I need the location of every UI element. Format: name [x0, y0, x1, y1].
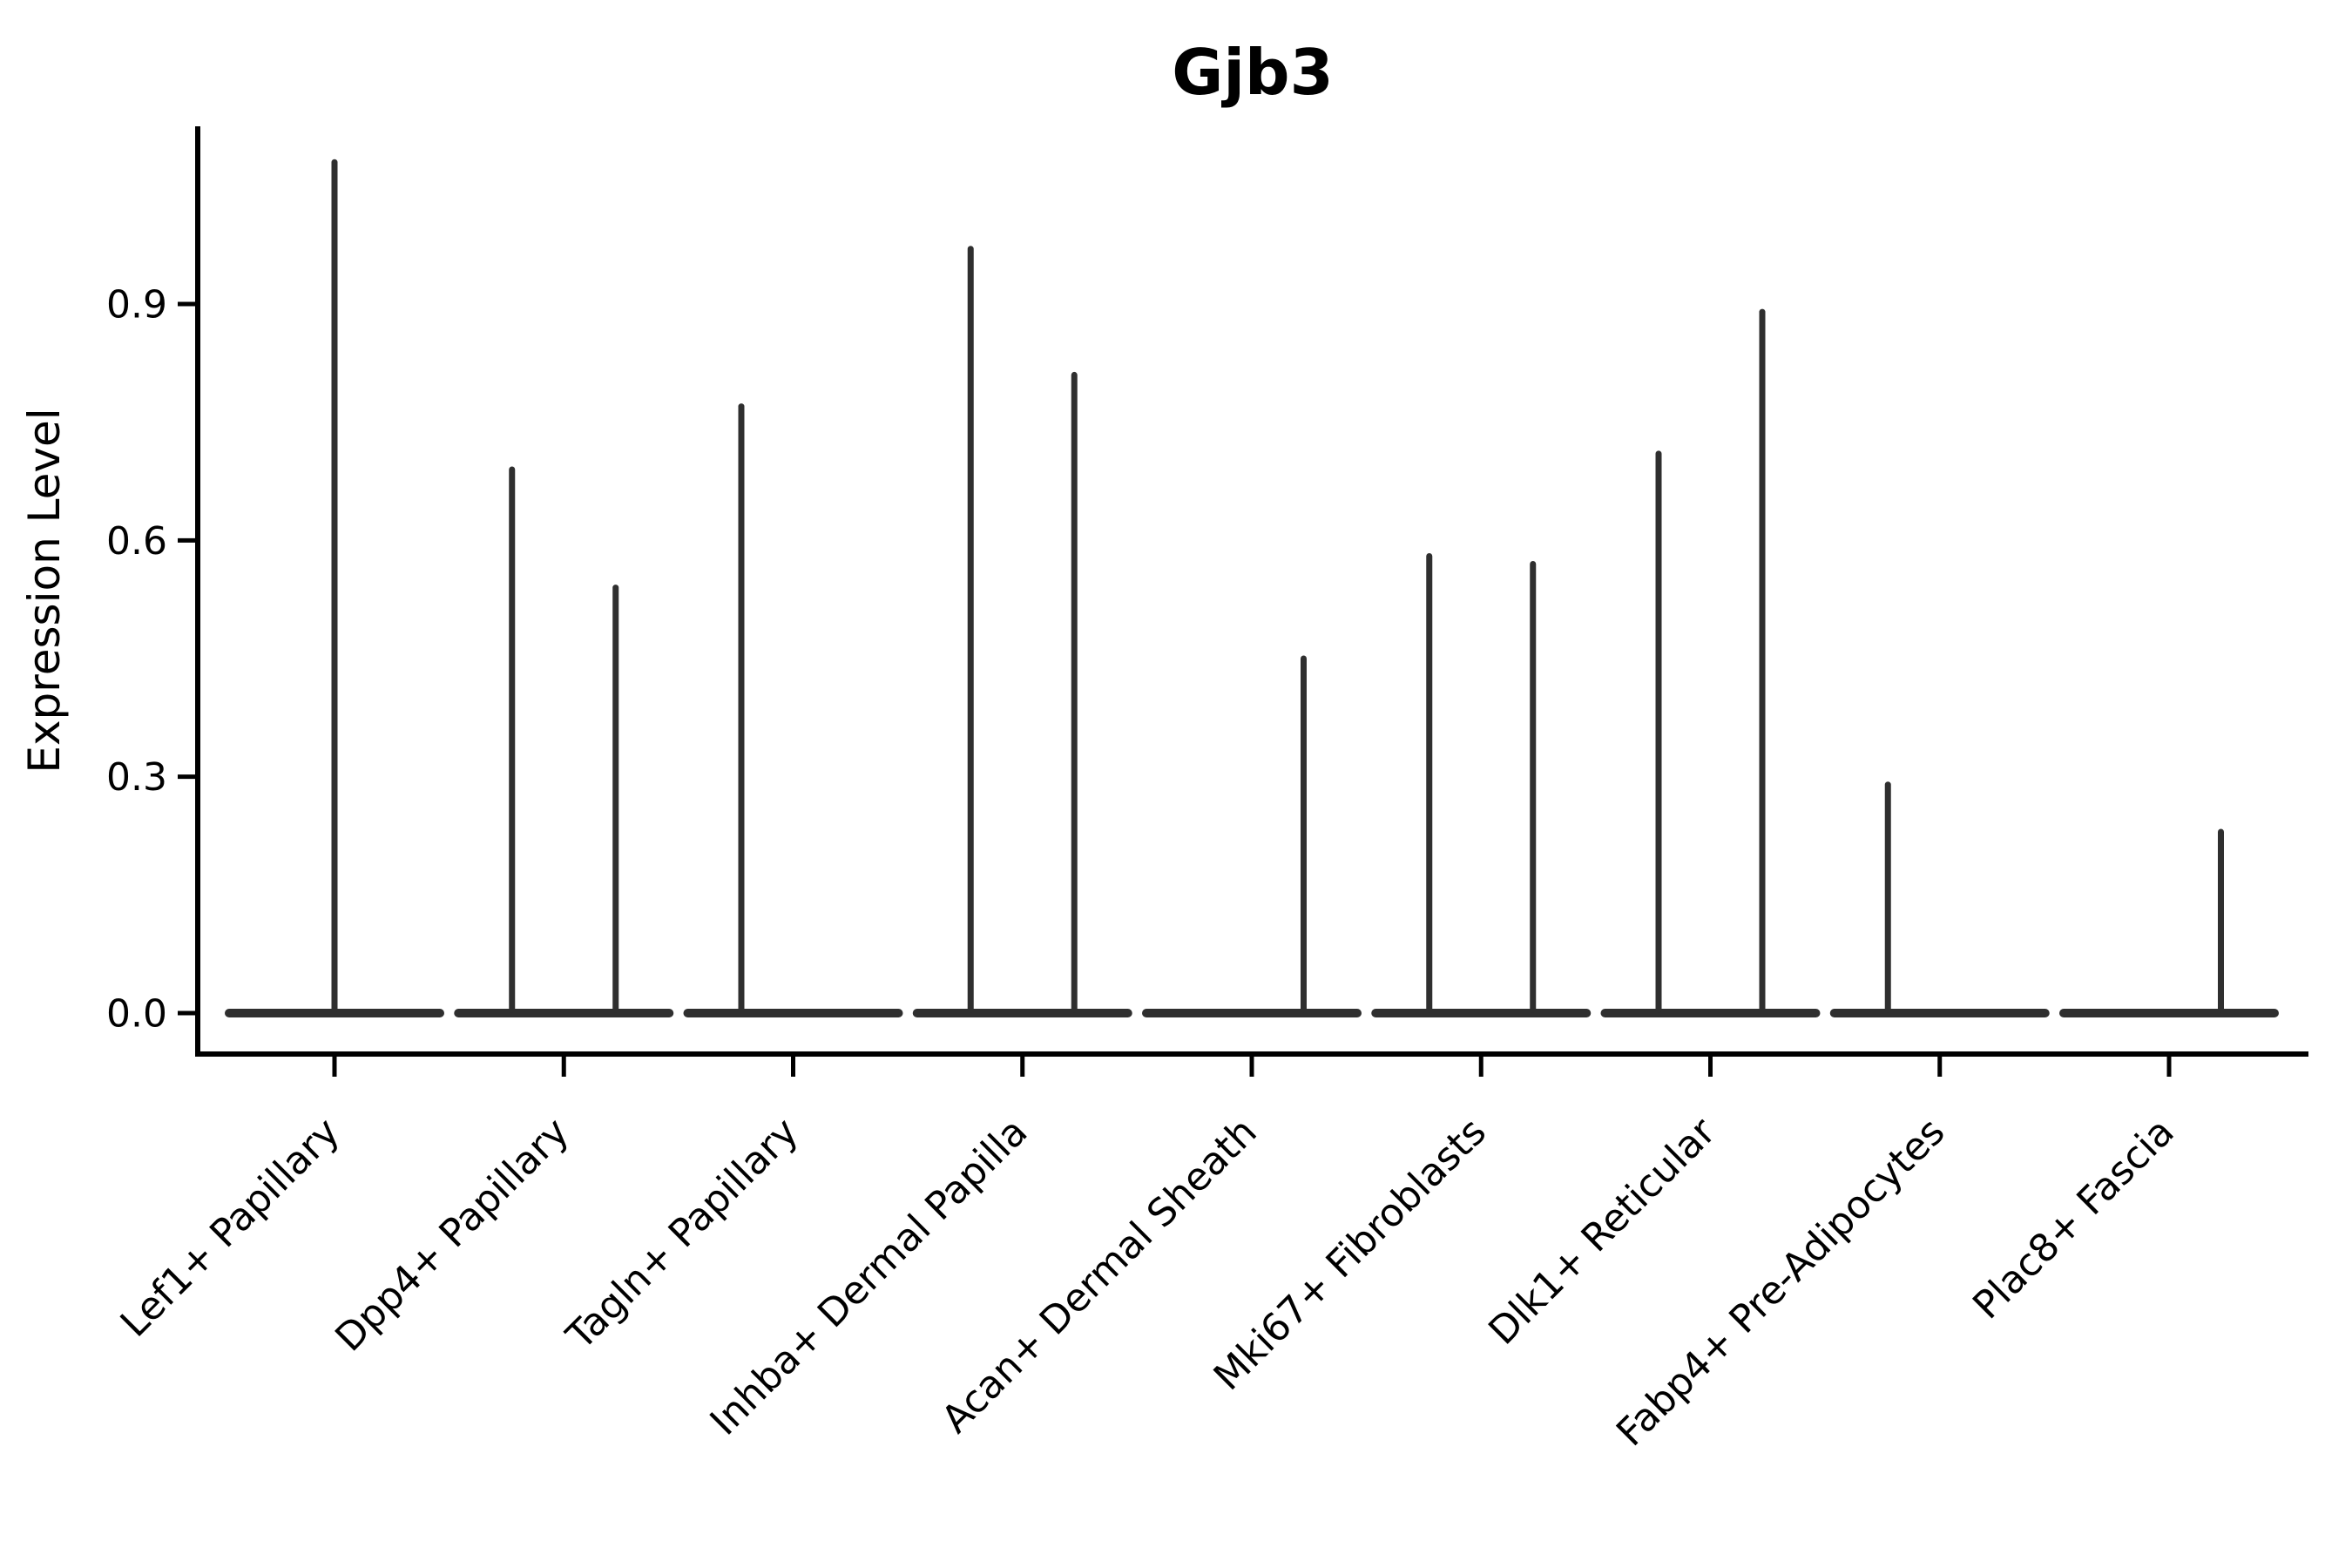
y-tick-label: 0.6 — [106, 519, 167, 564]
violin-group — [454, 466, 674, 1017]
violin-group — [1600, 308, 1821, 1017]
violin-group — [225, 159, 444, 1017]
y-tick-label: 0.3 — [106, 755, 167, 800]
x-category-label: Dpp4+ Papillary — [327, 1110, 578, 1361]
violin-group — [912, 246, 1132, 1017]
y-tick-label: 0.9 — [106, 282, 167, 327]
x-category-label: Tagln+ Papillary — [558, 1110, 807, 1359]
y-tick-label: 0.0 — [106, 991, 167, 1036]
x-category-label: Lef1+ Papillary — [112, 1110, 348, 1346]
violin-group — [1142, 655, 1362, 1017]
violin-group — [1371, 552, 1592, 1017]
violin-group — [683, 403, 903, 1017]
chart-title: Gjb3 — [1172, 36, 1333, 109]
x-category-label: Plac8+ Fascia — [1964, 1110, 2183, 1328]
violin-group — [2059, 828, 2279, 1017]
x-category-label: Dlk1+ Reticular — [1480, 1109, 1725, 1354]
y-axis-title: Expression Level — [19, 408, 70, 773]
violin-layer — [225, 159, 2279, 1017]
violin-group — [1829, 781, 2050, 1017]
